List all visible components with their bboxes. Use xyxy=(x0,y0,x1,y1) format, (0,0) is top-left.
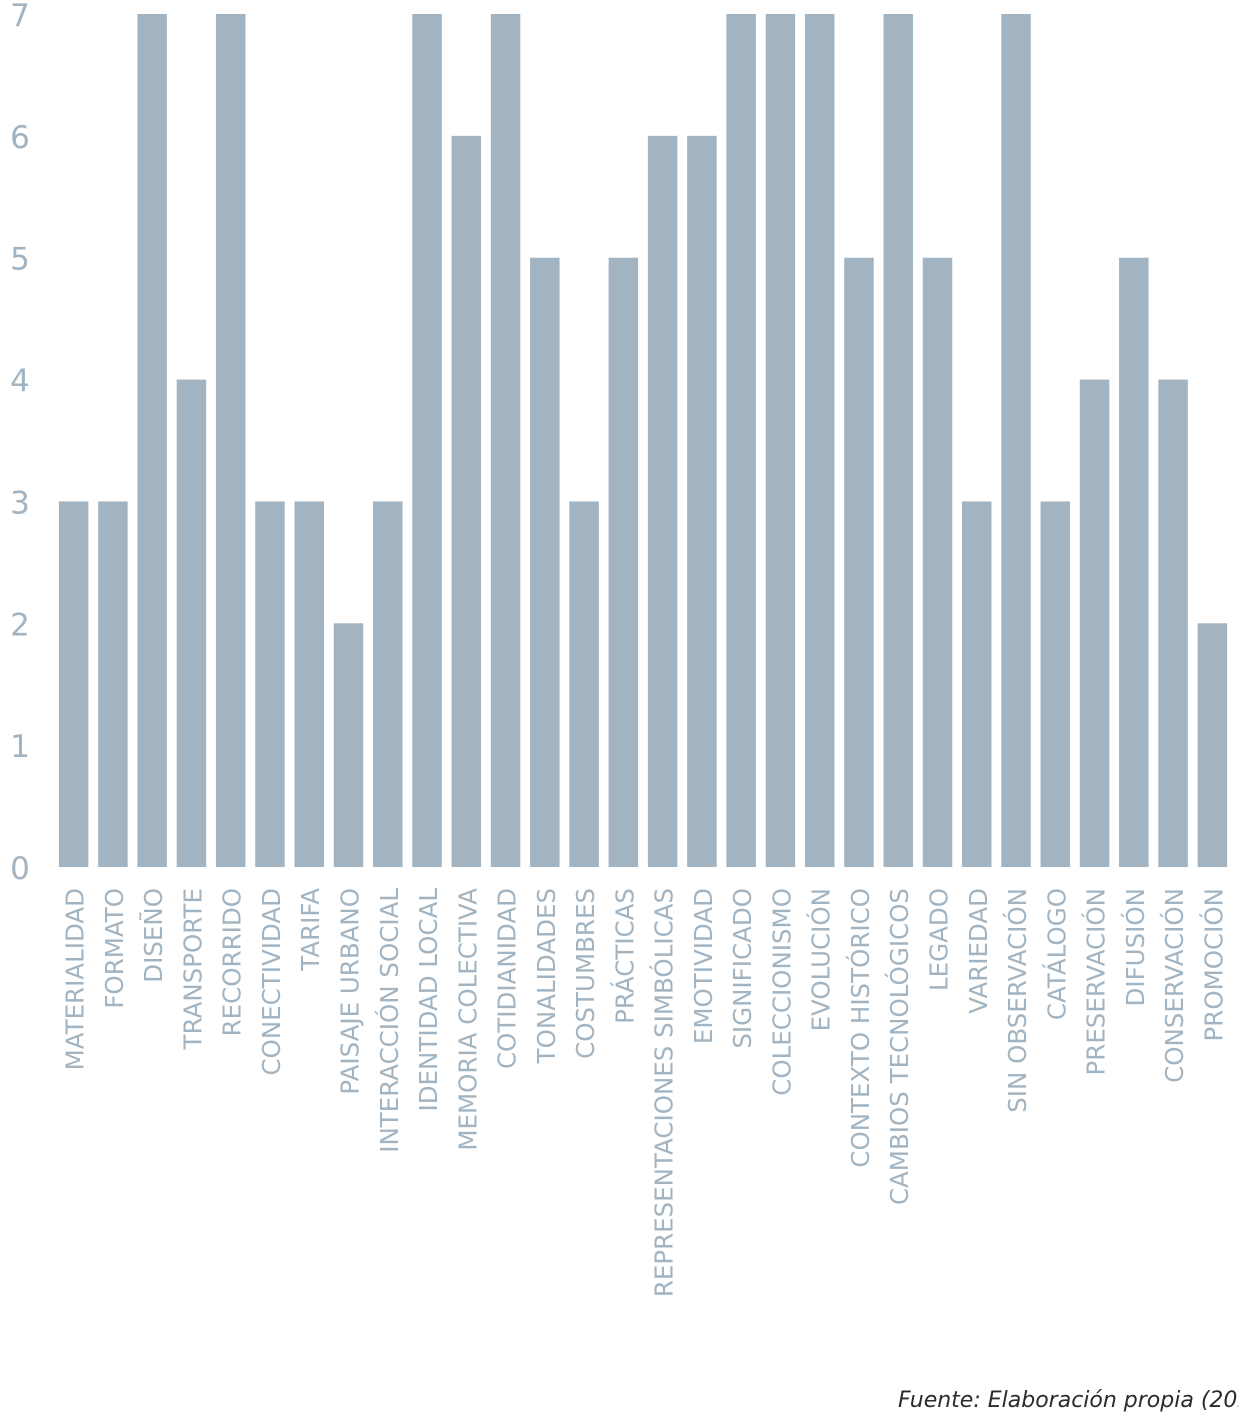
bar xyxy=(608,257,639,868)
bar xyxy=(530,257,560,868)
bar xyxy=(1040,501,1071,867)
x-tick-label: SIN OBSERVACIÓN xyxy=(1002,888,1032,1113)
x-tick-label: CATÁLOGO xyxy=(1042,888,1071,1020)
x-tick-label: PAISAJE URBANO xyxy=(336,888,365,1095)
bar xyxy=(294,501,324,867)
source-note: Fuente: Elaboración propia (202 xyxy=(898,1388,1238,1413)
x-tick-label: DIFUSIÓN xyxy=(1120,888,1150,1007)
bar xyxy=(58,501,89,867)
x-tick-label: PROMOCIÓN xyxy=(1198,888,1228,1041)
x-tick-label: MEMORIA COLECTIVA xyxy=(453,888,482,1151)
x-tick-label: LEGADO xyxy=(925,888,954,991)
bar xyxy=(333,623,364,867)
bar xyxy=(1197,623,1228,867)
bar xyxy=(98,501,128,867)
x-tick-label: CONTEXTO HISTÓRICO xyxy=(845,888,875,1168)
x-tick-label: CONSERVACIÓN xyxy=(1159,888,1189,1083)
bar xyxy=(569,501,599,867)
bar xyxy=(1001,14,1031,867)
bar xyxy=(687,135,717,868)
bar xyxy=(451,135,482,868)
x-tick-label: TRANSPORTE xyxy=(178,888,207,1050)
x-tick-label: PRÁCTICAS xyxy=(610,888,639,1024)
bar xyxy=(765,14,796,867)
bar xyxy=(844,257,874,868)
bar xyxy=(490,14,521,867)
x-tick-label: VARIEDAD xyxy=(964,888,993,1014)
bar xyxy=(647,135,678,868)
y-tick-label: 5 xyxy=(10,242,30,278)
bar xyxy=(804,14,835,867)
bar xyxy=(726,14,756,867)
x-tick-label: COLECCIONISMO xyxy=(767,888,796,1096)
x-tick-label: SIGNIFICADO xyxy=(728,888,757,1049)
x-tick-label: DISEÑO xyxy=(138,888,168,983)
bar xyxy=(373,501,403,867)
x-tick-label: INTERACCIÓN SOCIAL xyxy=(374,888,404,1153)
x-tick-label: IDENTIDAD LOCAL xyxy=(414,888,443,1112)
x-tick-label: CAMBIOS TECNOLÓGICOS xyxy=(884,888,914,1205)
x-tick-label: EVOLUCIÓN xyxy=(806,888,836,1031)
bar xyxy=(1079,379,1110,867)
x-tick-label: TARIFA xyxy=(296,888,325,972)
bar xyxy=(883,14,913,867)
y-tick-label: 3 xyxy=(10,485,30,521)
x-tick-label: TONALIDADES xyxy=(532,888,561,1064)
y-tick-label: 1 xyxy=(10,729,30,765)
y-tick-label: 6 xyxy=(10,120,30,156)
bar xyxy=(1119,257,1149,868)
x-tick-label: MATERIALIDAD xyxy=(61,888,90,1070)
bar xyxy=(962,501,992,867)
x-tick-label: EMOTIVIDAD xyxy=(689,888,718,1044)
bar xyxy=(412,14,442,867)
y-tick-label: 2 xyxy=(10,607,30,643)
y-tick-label: 0 xyxy=(10,851,30,887)
y-tick-label: 4 xyxy=(10,364,30,400)
bar xyxy=(176,379,207,867)
bar xyxy=(137,14,167,867)
bar xyxy=(922,257,953,868)
bar xyxy=(255,501,285,867)
x-tick-label: PRESERVACIÓN xyxy=(1081,888,1111,1075)
bar xyxy=(1158,379,1188,867)
x-tick-label: CONECTIVIDAD xyxy=(257,888,286,1076)
x-tick-label: RECORRIDO xyxy=(218,888,247,1036)
x-tick-label: COTIDIANIDAD xyxy=(493,888,522,1069)
y-tick-label: 7 xyxy=(10,0,30,34)
bar xyxy=(215,14,246,867)
x-tick-label: REPRESENTACIONES SIMBÓLICAS xyxy=(649,888,679,1297)
x-tick-label: COSTUMBRES xyxy=(571,888,600,1059)
x-tick-label: FORMATO xyxy=(100,888,129,1009)
